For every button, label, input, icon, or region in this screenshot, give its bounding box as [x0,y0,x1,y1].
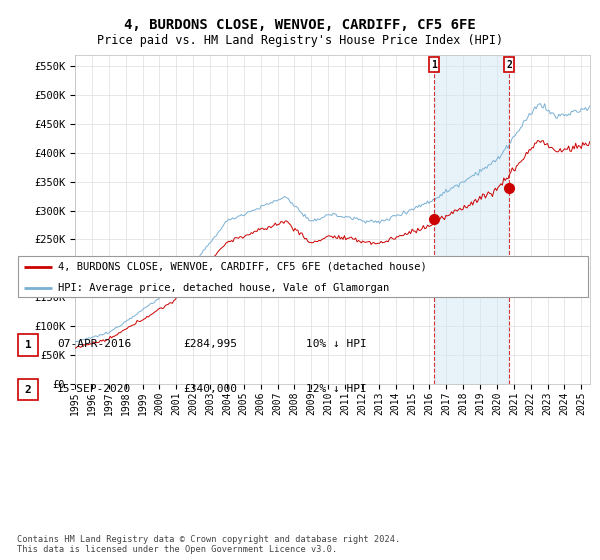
Text: 2: 2 [25,385,32,395]
FancyBboxPatch shape [18,256,588,297]
FancyBboxPatch shape [18,379,38,400]
Text: 1: 1 [25,340,32,350]
Text: £340,000: £340,000 [183,384,237,394]
Text: 10% ↓ HPI: 10% ↓ HPI [306,339,367,349]
Text: 07-APR-2016: 07-APR-2016 [57,339,131,349]
Text: 1: 1 [431,60,437,70]
Text: £284,995: £284,995 [183,339,237,349]
Text: 12% ↓ HPI: 12% ↓ HPI [306,384,367,394]
Text: 2: 2 [506,60,512,70]
Text: 15-SEP-2020: 15-SEP-2020 [57,384,131,394]
Text: Contains HM Land Registry data © Crown copyright and database right 2024.
This d: Contains HM Land Registry data © Crown c… [17,535,400,554]
Text: Price paid vs. HM Land Registry's House Price Index (HPI): Price paid vs. HM Land Registry's House … [97,34,503,47]
Text: HPI: Average price, detached house, Vale of Glamorgan: HPI: Average price, detached house, Vale… [58,283,389,293]
FancyBboxPatch shape [18,334,38,356]
Text: 4, BURDONS CLOSE, WENVOE, CARDIFF, CF5 6FE: 4, BURDONS CLOSE, WENVOE, CARDIFF, CF5 6… [124,18,476,32]
Text: 4, BURDONS CLOSE, WENVOE, CARDIFF, CF5 6FE (detached house): 4, BURDONS CLOSE, WENVOE, CARDIFF, CF5 6… [58,262,427,272]
